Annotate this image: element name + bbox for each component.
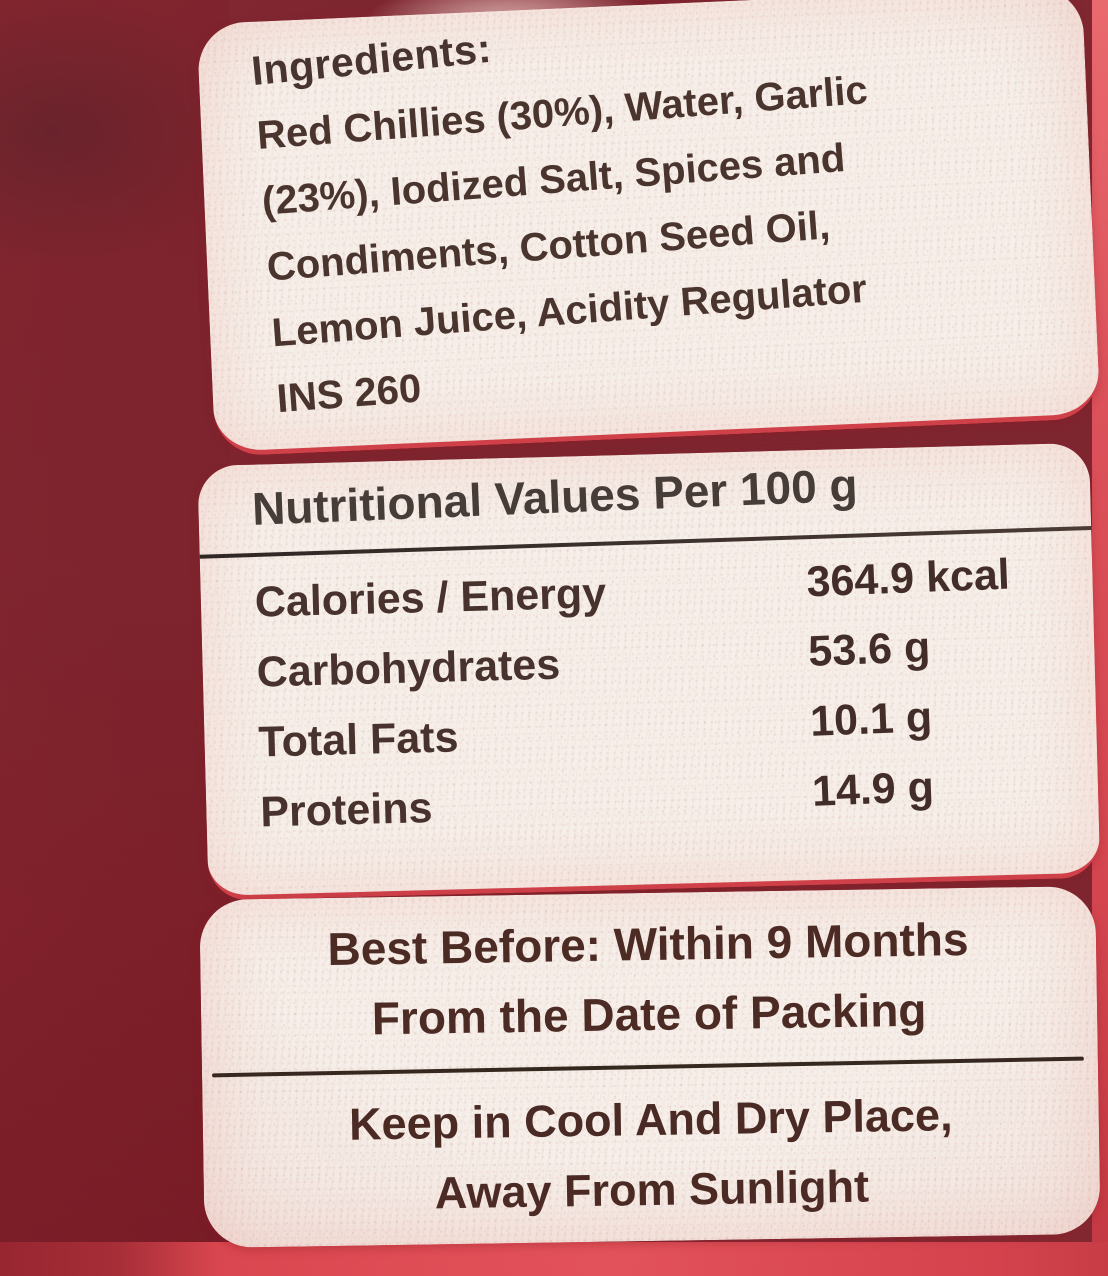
nutrition-row-value: 364.9 kcal — [805, 550, 1011, 607]
ingredients-text-block: Ingredients: Red Chillies (30%), Water, … — [197, 0, 1108, 436]
nutrition-row-label: Calories / Energy — [254, 569, 607, 627]
storage-line: Away From Sunlight — [434, 1160, 870, 1219]
storage-panel: Best Before: Within 9 Months From the Da… — [199, 885, 1101, 1248]
package-bottom-fold — [0, 1242, 1108, 1276]
section-divider — [211, 1056, 1084, 1078]
nutrition-row-label: Carbohydrates — [256, 640, 561, 697]
nutrition-row-value: 53.6 g — [807, 623, 932, 676]
nutrition-row-label: Proteins — [259, 784, 434, 837]
nutrition-panel: Nutritional Values Per 100 g Calories / … — [197, 442, 1101, 901]
nutrition-row-value: 14.9 g — [811, 763, 935, 816]
best-before-line: From the Date of Packing — [371, 983, 927, 1045]
nutrition-table: Calories / Energy 364.9 kcal Carbohydrat… — [200, 551, 1099, 860]
nutrition-row-label: Total Fats — [257, 713, 460, 767]
ingredients-panel: Ingredients: Red Chillies (30%), Water, … — [196, 0, 1101, 457]
nutrition-row-value: 10.1 g — [809, 693, 933, 746]
best-before-line: Best Before: Within 9 Months — [327, 912, 969, 976]
package-left-shadow — [0, 0, 230, 1276]
